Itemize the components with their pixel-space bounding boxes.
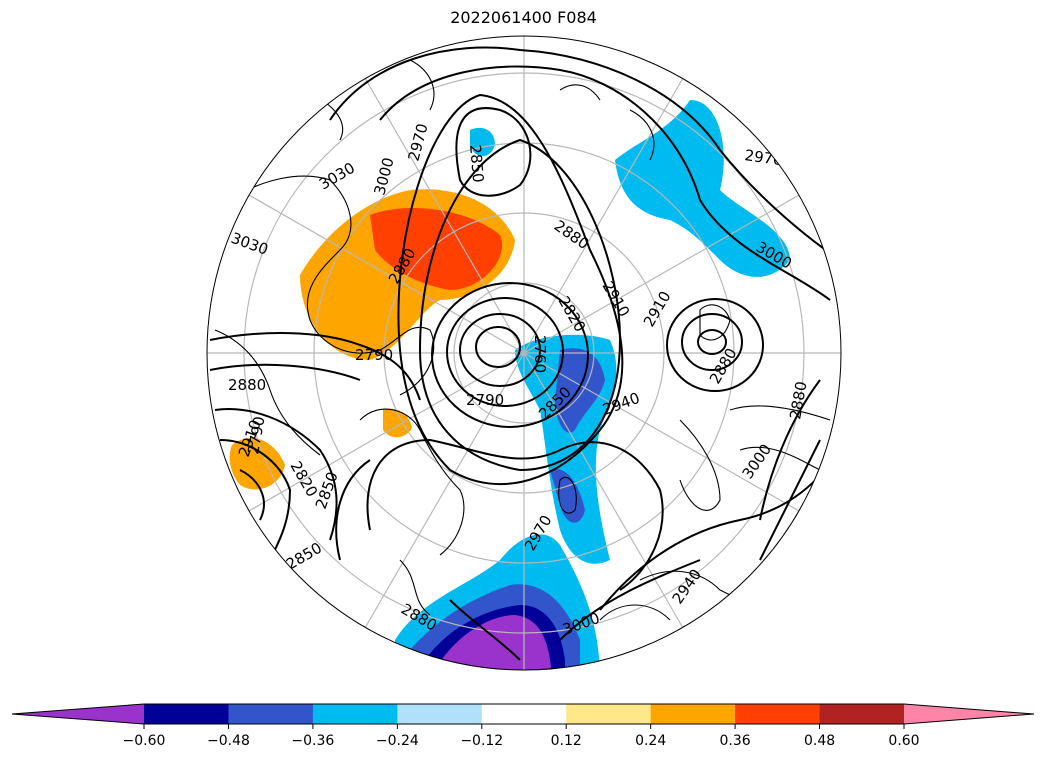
negative-area-pacific [615, 100, 790, 277]
contour-label: 2880 [551, 217, 593, 254]
contour-label: 3000 [370, 155, 397, 197]
negative-area-small [470, 127, 495, 157]
colorbar-tick-label: 0.60 [888, 733, 919, 749]
colorbar-tick-label: −0.12 [460, 733, 503, 749]
colorbar-cell [144, 704, 229, 724]
colorbar-cell [397, 704, 483, 724]
contour-label: 2790 [355, 346, 393, 364]
contour-label: 2790 [466, 391, 504, 409]
contour-label: 2820 [555, 293, 590, 335]
colorbar: −0.60 −0.48 −0.36 −0.24 −0.12 0.12 0.24 0.36 0.4… [11, 703, 1035, 749]
contour-label: 3000 [739, 441, 776, 483]
contour-label: 2820 [287, 458, 322, 500]
positive-area-2 [229, 437, 285, 490]
colorbar-cell [312, 704, 398, 724]
colorbar-tick-label: −0.48 [207, 733, 250, 749]
colorbar-tick-label: 0.12 [551, 733, 582, 749]
contour-label: 2880 [786, 380, 810, 421]
map-boundary [206, 35, 842, 671]
colorbar-cell [228, 704, 314, 724]
colorbar-ticks: −0.60 −0.48 −0.36 −0.24 −0.12 0.12 0.24 0.36 0.4… [123, 724, 920, 749]
colorbar-cells [11, 703, 1035, 725]
colorbar-tick-label: 0.48 [804, 733, 835, 749]
strong-negative-pole-2 [550, 469, 585, 523]
colorbar-cell [735, 704, 821, 724]
polar-map: 2970 3000 3030 3030 2850 2880 2910 2820 … [206, 35, 842, 671]
contour-label: 2940 [669, 566, 706, 608]
colorbar-tick-label: −0.24 [376, 733, 419, 749]
colorbar-extend-low [12, 704, 144, 724]
colorbar-tick-label: 0.24 [635, 733, 666, 749]
contour-label: 2850 [466, 144, 487, 184]
contour-label: 2850 [283, 539, 325, 574]
colorbar-tick-label: −0.36 [291, 733, 334, 749]
contour-label: 2910 [640, 288, 675, 330]
contour-label: 3030 [229, 229, 271, 259]
height-contours [209, 46, 841, 661]
colorbar-cell [481, 704, 567, 724]
colorbar-tick-label: 0.36 [720, 733, 751, 749]
colorbar-cell [566, 704, 652, 724]
contour-label: 2880 [706, 345, 741, 387]
map-title: 2022061400 F084 [450, 8, 597, 27]
colorbar-tick-label: −0.60 [123, 733, 166, 749]
graticule [207, 36, 841, 670]
extreme-negative-atlantic [435, 615, 552, 670]
colorbar-cell [819, 704, 905, 724]
coastlines [214, 59, 831, 621]
colorbar-extend-high [904, 704, 1034, 724]
colorbar-cell [650, 704, 736, 724]
contour-label: 2910 [599, 278, 634, 320]
contour-label: 2970 [743, 146, 783, 169]
contour-label: 2880 [228, 376, 266, 394]
contour-label: 2760 [531, 335, 549, 373]
strong-positive-area [370, 207, 502, 290]
